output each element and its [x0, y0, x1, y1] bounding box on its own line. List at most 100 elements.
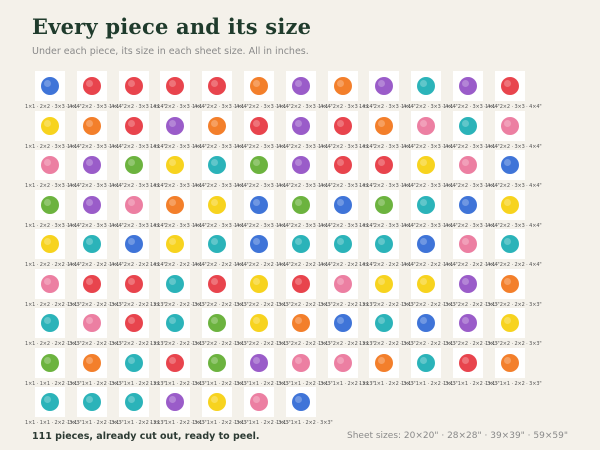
piece-size-caption: 1×1 · 2×2 · 3×3 · 4×4" [443, 183, 500, 189]
piece-size-caption: 1×1 · 2×2 · 2×2 · 3×3" [401, 302, 458, 308]
piece-tile: 1×1 · 2×2 · 2×2 · 3×3" [276, 308, 333, 356]
piece-tile: 1×1 · 2×2 · 2×2 · 3×3" [485, 269, 542, 317]
piece-size-caption: 1×1 · 2×2 · 3×3 · 4×4" [25, 104, 82, 110]
piece-size-caption: 1×1 · 2×2 · 2×2 · 4×4" [25, 262, 82, 268]
piece-sticker-backing [202, 150, 232, 180]
piece-sticker-backing [286, 387, 316, 417]
piece-size-caption: 1×1 · 2×2 · 2×2 · 3×3" [25, 302, 82, 308]
piece-sticker-backing [35, 387, 65, 417]
watercolor-dot-icon [166, 77, 184, 95]
piece-size-caption: 1×1 · 1×1 · 2×2 · 3×3" [67, 381, 124, 387]
piece-size-caption: 1×1 · 2×2 · 3×3 · 4×4" [276, 104, 333, 110]
watercolor-dot-icon [334, 354, 352, 372]
piece-size-caption: 1×1 · 2×2 · 2×2 · 3×3" [150, 302, 207, 308]
piece-tile: 1×1 · 2×2 · 2×2 · 4×4" [109, 229, 166, 277]
piece-tile: 1×1 · 2×2 · 2×2 · 3×3" [150, 269, 207, 317]
piece-size-caption: 1×1 · 1×1 · 2×2 · 3×3" [192, 420, 249, 426]
piece-sticker-backing [453, 150, 483, 180]
piece-sticker-backing [328, 269, 358, 299]
piece-tile: 1×1 · 2×2 · 3×3 · 4×4" [192, 150, 249, 198]
piece-size-caption: 1×1 · 2×2 · 2×2 · 3×3" [67, 341, 124, 347]
piece-size-caption: 1×1 · 2×2 · 2×2 · 4×4" [150, 262, 207, 268]
piece-sticker-backing [35, 150, 65, 180]
piece-sticker-backing [328, 348, 358, 378]
piece-size-caption: 1×1 · 2×2 · 3×3 · 4×4" [109, 104, 166, 110]
piece-sticker-backing [35, 229, 65, 259]
piece-sticker-backing [286, 150, 316, 180]
piece-size-caption: 1×1 · 1×1 · 2×2 · 3×3" [150, 381, 207, 387]
piece-size-caption: 1×1 · 2×2 · 2×2 · 3×3" [443, 341, 500, 347]
watercolor-dot-icon [375, 275, 393, 293]
piece-size-caption: 1×1 · 2×2 · 2×2 · 3×3" [109, 302, 166, 308]
watercolor-dot-icon [166, 117, 184, 135]
watercolor-dot-icon [83, 314, 101, 332]
piece-size-caption: 1×1 · 2×2 · 3×3 · 4×4" [109, 183, 166, 189]
piece-tile: 1×1 · 2×2 · 3×3 · 4×4" [109, 111, 166, 159]
watercolor-dot-icon [375, 314, 393, 332]
piece-size-caption: 1×1 · 2×2 · 2×2 · 4×4" [67, 262, 124, 268]
piece-size-caption: 1×1 · 2×2 · 3×3 · 4×4" [150, 183, 207, 189]
watercolor-dot-icon [334, 117, 352, 135]
piece-size-caption: 1×1 · 2×2 · 3×3 · 4×4" [485, 104, 542, 110]
piece-tile: 1×1 · 2×2 · 2×2 · 3×3" [25, 269, 82, 317]
piece-size-caption: 1×1 · 1×1 · 2×2 · 3×3" [401, 381, 458, 387]
piece-tile: 1×1 · 1×1 · 2×2 · 3×3" [109, 387, 166, 435]
piece-size-caption: 1×1 · 2×2 · 3×3 · 4×4" [192, 144, 249, 150]
piece-size-caption: 1×1 · 1×1 · 2×2 · 3×3" [150, 420, 207, 426]
piece-sticker-backing [328, 308, 358, 338]
watercolor-dot-icon [501, 314, 519, 332]
piece-tile: 1×1 · 2×2 · 2×2 · 3×3" [67, 308, 124, 356]
piece-sticker-backing [160, 190, 190, 220]
watercolor-dot-icon [501, 275, 519, 293]
watercolor-dot-icon [501, 354, 519, 372]
watercolor-dot-icon [501, 156, 519, 174]
piece-tile: 1×1 · 2×2 · 2×2 · 3×3" [25, 308, 82, 356]
watercolor-dot-icon [83, 354, 101, 372]
piece-sticker-backing [35, 308, 65, 338]
piece-size-caption: 1×1 · 2×2 · 3×3 · 4×4" [276, 223, 333, 229]
piece-sticker-backing [77, 71, 107, 101]
piece-tile: 1×1 · 2×2 · 2×2 · 3×3" [401, 269, 458, 317]
piece-tile: 1×1 · 2×2 · 2×2 · 3×3" [67, 269, 124, 317]
piece-size-caption: 1×1 · 2×2 · 3×3 · 4×4" [192, 183, 249, 189]
piece-size-caption: 1×1 · 2×2 · 3×3 · 4×4" [67, 223, 124, 229]
piece-sticker-backing [35, 348, 65, 378]
piece-sticker-backing [119, 387, 149, 417]
piece-tile: 1×1 · 2×2 · 3×3 · 4×4" [234, 150, 291, 198]
watercolor-dot-icon [250, 117, 268, 135]
piece-tile: 1×1 · 2×2 · 3×3 · 4×4" [109, 71, 166, 119]
watercolor-dot-icon [41, 77, 59, 95]
watercolor-dot-icon [208, 354, 226, 372]
piece-tile: 1×1 · 2×2 · 3×3 · 4×4" [276, 111, 333, 159]
piece-size-caption: 1×1 · 2×2 · 3×3 · 4×4" [485, 223, 542, 229]
piece-tile: 1×1 · 1×1 · 2×2 · 3×3" [192, 387, 249, 435]
piece-sticker-backing [77, 308, 107, 338]
piece-size-caption: 1×1 · 1×1 · 2×2 · 3×3" [359, 381, 416, 387]
watercolor-dot-icon [125, 354, 143, 372]
piece-sticker-backing [411, 308, 441, 338]
piece-sticker-backing [202, 387, 232, 417]
piece-sticker-backing [369, 348, 399, 378]
piece-tile: 1×1 · 2×2 · 3×3 · 4×4" [67, 150, 124, 198]
piece-sticker-backing [495, 71, 525, 101]
piece-size-caption: 1×1 · 2×2 · 3×3 · 4×4" [443, 144, 500, 150]
piece-tile: 1×1 · 2×2 · 3×3 · 4×4" [67, 190, 124, 238]
watercolor-dot-icon [41, 235, 59, 253]
piece-size-caption: 1×1 · 2×2 · 2×2 · 3×3" [67, 302, 124, 308]
watercolor-dot-icon [417, 235, 435, 253]
piece-tile: 1×1 · 2×2 · 3×3 · 4×4" [234, 71, 291, 119]
piece-sticker-backing [495, 229, 525, 259]
watercolor-dot-icon [125, 196, 143, 214]
piece-sticker-backing [286, 229, 316, 259]
piece-size-caption: 1×1 · 1×1 · 2×2 · 3×3" [276, 381, 333, 387]
piece-tile: 1×1 · 1×1 · 2×2 · 3×3" [150, 348, 207, 396]
piece-tile: 1×1 · 2×2 · 2×2 · 4×4" [485, 229, 542, 277]
watercolor-dot-icon [334, 275, 352, 293]
watercolor-dot-icon [375, 235, 393, 253]
piece-sticker-backing [369, 71, 399, 101]
watercolor-dot-icon [334, 196, 352, 214]
piece-tile: 1×1 · 2×2 · 3×3 · 4×4" [276, 190, 333, 238]
watercolor-dot-icon [375, 117, 393, 135]
piece-sticker-backing [244, 150, 274, 180]
piece-sticker-backing [160, 111, 190, 141]
